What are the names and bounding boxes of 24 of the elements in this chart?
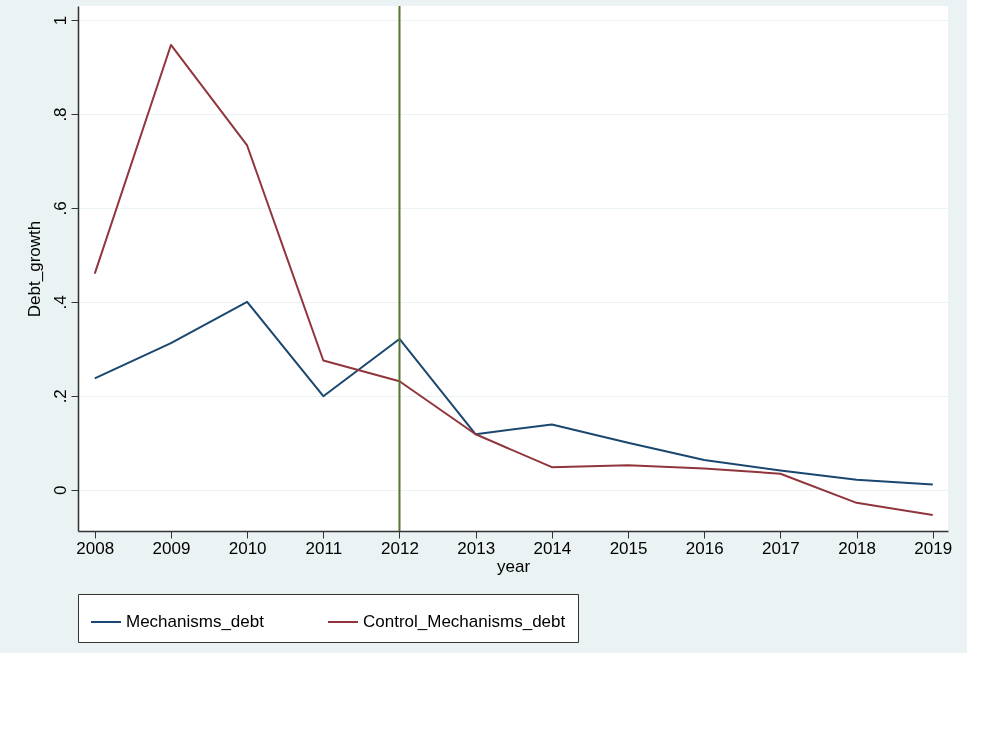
y-tick-label: .4: [50, 295, 70, 310]
y-tick-label: .8: [50, 107, 70, 122]
x-tick-label: 2018: [838, 538, 876, 558]
x-axis-title: year: [496, 556, 531, 576]
x-tick-label: 2016: [685, 538, 724, 558]
x-tick-label: 2013: [457, 538, 496, 558]
x-tick-label: 2008: [76, 538, 115, 558]
x-tick-label: 2014: [533, 538, 572, 558]
x-tick-label: 2009: [152, 538, 191, 558]
y-tick-label: 0: [50, 485, 70, 495]
line-series: [93, 43, 934, 517]
line-series: [93, 300, 934, 486]
legend-label: Mechanisms_debt: [126, 612, 265, 631]
y-tick-label: .2: [50, 389, 70, 404]
x-tick-label: 2017: [761, 538, 800, 558]
x-tick-label: 2015: [609, 538, 648, 558]
legend-label: Control_Mechanisms_debt: [363, 612, 566, 631]
x-tick-label: 2011: [305, 538, 343, 558]
y-tick-label: 1: [50, 15, 70, 26]
x-tick-label: 2012: [381, 538, 419, 558]
x-tick-label: 2019: [914, 538, 953, 558]
y-axis-title: Debt_growth: [24, 220, 44, 318]
x-tick-label: 2010: [228, 538, 267, 558]
y-tick-label: .6: [50, 201, 70, 216]
